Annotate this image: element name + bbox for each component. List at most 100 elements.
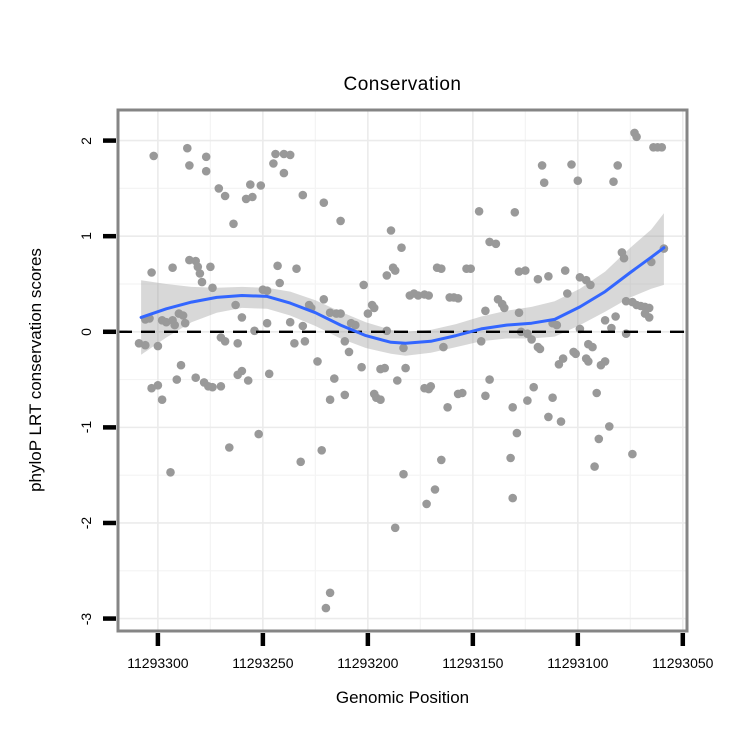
data-point <box>401 363 410 373</box>
data-point <box>340 390 350 400</box>
data-point <box>376 395 385 405</box>
confidence-band <box>141 213 664 356</box>
data-point <box>644 313 654 322</box>
data-point <box>588 342 597 352</box>
data-point <box>390 523 400 533</box>
data-point <box>325 308 335 318</box>
data-point <box>290 339 299 348</box>
data-point <box>208 382 217 392</box>
data-point <box>340 337 350 346</box>
data-point <box>176 360 186 370</box>
data-point <box>527 335 536 344</box>
data-point <box>319 295 329 304</box>
data-point <box>476 337 486 346</box>
data-point <box>298 321 308 331</box>
data-point <box>325 395 335 405</box>
data-point <box>430 485 440 494</box>
data-point <box>439 342 448 352</box>
y-axis-title-text: phyloP LRT conservation scores <box>26 248 45 492</box>
data-point <box>149 151 158 161</box>
data-point <box>193 262 203 272</box>
data-point <box>537 161 547 170</box>
data-point <box>231 300 240 310</box>
data-point <box>529 382 538 392</box>
data-point <box>573 176 583 185</box>
data-point <box>500 303 509 313</box>
data-point <box>523 396 532 405</box>
data-point <box>592 388 601 398</box>
data-point <box>279 168 289 178</box>
data-point <box>521 266 530 275</box>
data-point <box>397 243 406 252</box>
data-point <box>399 469 408 479</box>
data-point <box>262 318 272 328</box>
x-axis-title: Genomic Position <box>335 688 470 707</box>
data-point <box>558 354 568 363</box>
data-point <box>514 267 524 276</box>
data-point <box>201 166 211 176</box>
data-point <box>481 306 490 316</box>
data-point <box>567 160 576 169</box>
data-point <box>195 269 205 278</box>
x-tick-label: 11293050 <box>652 655 714 671</box>
data-point <box>285 150 295 160</box>
data-point <box>233 339 242 348</box>
data-point <box>437 264 446 274</box>
data-point <box>510 208 520 217</box>
data-point <box>535 344 545 354</box>
data-point <box>153 381 163 390</box>
data-point <box>382 271 392 280</box>
data-point <box>296 457 306 467</box>
data-point <box>166 468 175 477</box>
data-point <box>481 391 490 401</box>
data-point <box>508 493 517 503</box>
data-point <box>632 132 641 142</box>
data-point <box>399 343 408 353</box>
data-point <box>325 588 335 598</box>
data-point <box>300 337 310 346</box>
data-point <box>237 313 247 322</box>
x-tick-label: 11293250 <box>232 655 294 671</box>
data-point <box>214 184 224 193</box>
y-tick-label: 2 <box>78 136 94 145</box>
data-point <box>153 341 163 351</box>
data-point <box>363 309 373 318</box>
data-point <box>611 312 620 321</box>
x-tick-label: 11293150 <box>442 655 504 671</box>
data-point <box>180 318 190 328</box>
data-point <box>393 376 402 385</box>
data-point <box>197 277 207 287</box>
data-point <box>607 323 616 333</box>
data-point <box>147 268 156 277</box>
data-point <box>279 149 289 159</box>
data-point <box>453 294 463 303</box>
data-point <box>437 455 446 465</box>
data-point <box>560 266 570 275</box>
data-point <box>330 374 339 383</box>
data-point <box>225 443 234 452</box>
data-point <box>178 311 188 320</box>
data-point <box>657 143 667 152</box>
data-point <box>386 226 396 235</box>
data-point <box>474 207 484 216</box>
data-point <box>466 264 476 274</box>
data-point <box>609 177 618 186</box>
data-point <box>508 403 517 412</box>
x-tick-label: 11293300 <box>127 655 189 671</box>
y-tick-label: -1 <box>78 421 94 434</box>
data-point <box>594 434 604 444</box>
data-point <box>336 309 345 318</box>
data-point <box>584 357 593 366</box>
data-point <box>600 316 610 325</box>
data-point <box>264 369 274 379</box>
data-point <box>563 289 572 298</box>
data-point <box>319 198 329 207</box>
data-point <box>183 143 192 153</box>
data-point <box>229 219 238 229</box>
data-point <box>552 320 562 330</box>
data-point <box>246 180 255 189</box>
data-point <box>336 216 345 226</box>
data-point <box>514 308 524 318</box>
data-point <box>491 239 501 249</box>
data-point <box>458 388 467 398</box>
